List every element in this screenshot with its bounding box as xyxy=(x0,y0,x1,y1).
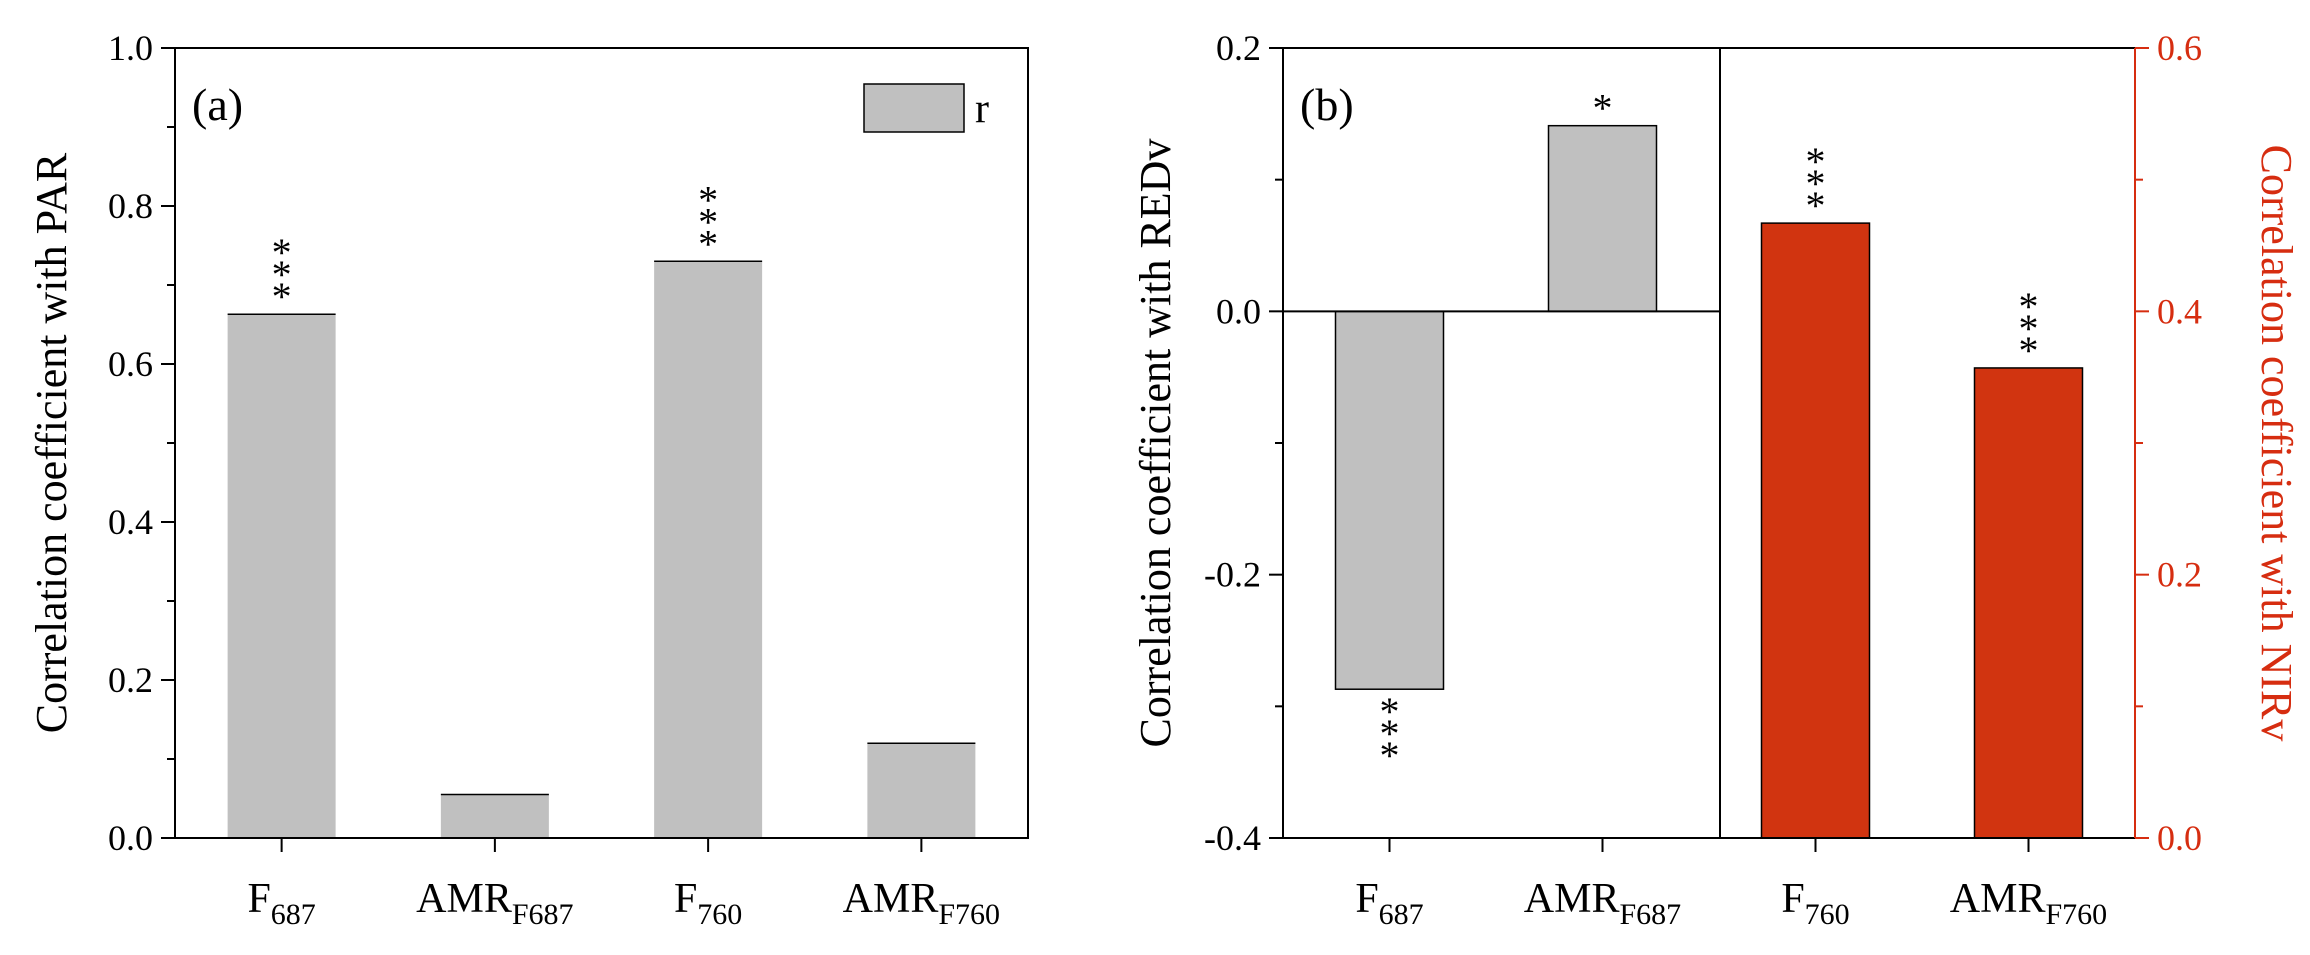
panel-a: (a) *** *** 0.00.20.40.60.81.0 F687 AMRF68… xyxy=(27,28,1029,931)
b-left-y-tick-label: 0.0 xyxy=(1216,291,1261,331)
a-cat-label-sub: F687 xyxy=(512,898,574,931)
panel-a-frame xyxy=(174,47,1029,839)
b-cat-label: AMRF687 xyxy=(1524,876,1681,931)
a-sig-label: * xyxy=(698,177,718,222)
b-left-bar xyxy=(1547,124,1658,313)
a-bar xyxy=(440,794,549,838)
panel-b: (b) ********** -0.4-0.20.00.20.00.20.40.… xyxy=(1131,28,2301,931)
b-sig-label: * xyxy=(2019,328,2039,373)
a-cat-label: AMRF687 xyxy=(416,876,573,931)
a-y-tick-label: 0.8 xyxy=(108,186,153,226)
a-bar xyxy=(867,743,976,838)
b-sig-label: * xyxy=(1806,139,1826,184)
b-sig-label: * xyxy=(1806,161,1826,206)
a-sig-label: * xyxy=(272,230,292,275)
a-sig-label: * xyxy=(272,274,292,319)
panel-a-label: (a) xyxy=(192,79,243,130)
b-right-y-tick-label: 0.6 xyxy=(2157,28,2202,68)
a-cat-label-main: F xyxy=(674,876,697,922)
panel-b-right-y-axis-title: Correlation coefficient with NIRv xyxy=(2252,145,2301,742)
b-sig-label: * xyxy=(1380,711,1400,756)
a-y-tick-label: 1.0 xyxy=(108,28,153,68)
panel-b-label: (b) xyxy=(1300,79,1354,130)
b-left-y-tick-label: -0.4 xyxy=(1204,818,1261,858)
b-cat-label-sub: 760 xyxy=(1805,898,1850,931)
b-right-y-tick-label: 0.0 xyxy=(2157,818,2202,858)
a-sig-label: * xyxy=(272,252,292,297)
panel-a-y-axis-title: Correlation coefficient with PAR xyxy=(27,152,76,733)
legend-label: r xyxy=(975,86,989,132)
b-left-bar xyxy=(1334,310,1445,690)
b-left-y-tick-label: 0.2 xyxy=(1216,28,1261,68)
a-bar xyxy=(227,314,336,839)
b-sig-label: * xyxy=(1380,733,1400,778)
b-cat-label-sub: 687 xyxy=(1379,898,1424,931)
b-right-bar xyxy=(1760,222,1871,839)
a-cat-label-sub: 687 xyxy=(271,898,316,931)
b-cat-label-sub: F760 xyxy=(2046,898,2108,931)
a-cat-label: F760 xyxy=(674,876,742,931)
b-sig-label: * xyxy=(2019,284,2039,329)
a-sig-label: * xyxy=(698,221,718,266)
a-bar xyxy=(654,261,763,838)
a-y-tick-label: 0.4 xyxy=(108,502,153,542)
b-cat-label-main: AMR xyxy=(1524,876,1620,922)
b-right-y-tick-label: 0.4 xyxy=(2157,291,2202,331)
a-cat-label-sub: 760 xyxy=(697,898,742,931)
b-right-y-tick-label: 0.2 xyxy=(2157,555,2202,595)
b-right-bar xyxy=(1973,367,2084,839)
a-cat-label-sub: F760 xyxy=(938,898,1000,931)
b-sig-label: * xyxy=(1380,689,1400,734)
a-cat-label-main: F xyxy=(247,876,270,922)
b-left-y-tick-label: -0.2 xyxy=(1204,555,1261,595)
a-cat-label-main: AMR xyxy=(416,876,512,922)
b-cat-label: F687 xyxy=(1355,876,1423,931)
a-cat-label: AMRF760 xyxy=(843,876,1000,931)
panel-a-legend: r xyxy=(863,83,989,133)
b-cat-label: F760 xyxy=(1781,876,1849,931)
a-y-tick-label: 0.6 xyxy=(108,344,153,384)
a-cat-label: F687 xyxy=(247,876,315,931)
a-sig-label: * xyxy=(698,199,718,244)
a-cat-label-main: AMR xyxy=(843,876,939,922)
b-cat-label-main: F xyxy=(1355,876,1378,922)
b-sig-label: * xyxy=(1806,183,1826,228)
b-cat-label-sub: F687 xyxy=(1620,898,1682,931)
b-sig-label: * xyxy=(1593,86,1613,131)
legend-swatch xyxy=(863,83,965,133)
b-sig-label: * xyxy=(2019,306,2039,351)
b-cat-label-main: F xyxy=(1781,876,1804,922)
panel-b-left-y-axis-title: Correlation coefficient with REDv xyxy=(1131,139,1180,748)
a-y-tick-label: 0.0 xyxy=(108,818,153,858)
b-cat-label-main: AMR xyxy=(1950,876,2046,922)
b-cat-label: AMRF760 xyxy=(1950,876,2107,931)
a-y-tick-label: 0.2 xyxy=(108,660,153,700)
